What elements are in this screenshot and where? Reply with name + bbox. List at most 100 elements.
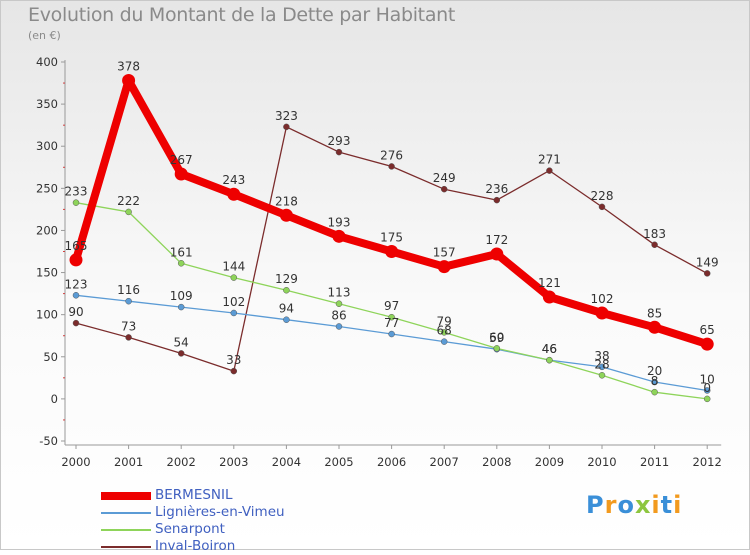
x-tick-label: 2012 <box>693 455 722 469</box>
data-label: 85 <box>647 306 662 320</box>
data-point <box>703 270 711 277</box>
data-point <box>546 167 553 174</box>
data-point <box>335 148 343 156</box>
data-label: 33 <box>226 353 241 367</box>
data-label: 73 <box>121 319 136 333</box>
data-label: 161 <box>170 245 193 259</box>
data-label: 59 <box>489 331 504 345</box>
data-point <box>648 320 662 334</box>
data-point <box>177 260 185 267</box>
data-label: 90 <box>68 305 83 319</box>
logo-letter: i <box>673 491 683 519</box>
data-label: 183 <box>643 227 666 241</box>
data-label: 20 <box>647 364 662 378</box>
data-label: 65 <box>700 323 715 337</box>
y-tick-label: 300 <box>36 139 58 153</box>
x-tick-label: 2000 <box>61 455 90 469</box>
data-label: 97 <box>384 299 399 313</box>
data-label: 79 <box>437 314 452 328</box>
data-point <box>703 395 711 403</box>
logo-letter: o <box>617 491 635 519</box>
x-tick-label: 2001 <box>114 455 143 469</box>
data-point <box>332 229 346 243</box>
data-label: 68 <box>437 324 452 338</box>
logo-letter: i <box>651 491 661 519</box>
data-label: 233 <box>65 185 88 199</box>
data-point <box>493 196 501 204</box>
data-label: 193 <box>328 215 351 229</box>
data-point <box>703 387 711 394</box>
data-point <box>385 245 399 258</box>
data-label: 54 <box>174 335 189 349</box>
data-point <box>283 316 290 323</box>
data-point <box>651 388 658 396</box>
chart-subtitle: (en €) <box>28 29 61 42</box>
logo-letter: t <box>660 491 674 519</box>
data-point <box>72 292 80 299</box>
data-point <box>227 187 241 201</box>
data-point <box>598 372 606 379</box>
data-point <box>125 208 132 216</box>
data-point <box>283 123 290 131</box>
data-label: 175 <box>380 231 403 245</box>
data-label: 228 <box>591 189 614 203</box>
data-point <box>230 367 238 375</box>
data-point <box>388 163 395 170</box>
y-tick-label: 400 <box>36 55 58 69</box>
data-point <box>440 185 448 193</box>
data-point <box>542 290 556 304</box>
data-label: 102 <box>591 292 614 306</box>
x-tick-label: 2009 <box>535 455 564 469</box>
data-point <box>546 356 553 364</box>
data-point <box>493 345 501 352</box>
x-tick-label: 2003 <box>219 455 248 469</box>
data-label: 86 <box>331 308 346 322</box>
data-label: 28 <box>594 357 609 371</box>
y-tick-label: 50 <box>43 350 58 364</box>
data-label: 378 <box>117 60 140 74</box>
legend-label: Lignières-en-Vimeu <box>155 504 285 520</box>
data-label: 38 <box>594 349 609 363</box>
data-label: 149 <box>696 255 719 269</box>
data-point <box>388 313 395 321</box>
y-tick-label: 0 <box>51 392 58 406</box>
legend-label: BERMESNIL <box>155 487 233 503</box>
data-label: 323 <box>275 109 298 123</box>
data-point <box>335 323 343 330</box>
x-tick-label: 2007 <box>430 455 459 469</box>
legend-swatch <box>101 529 151 531</box>
data-point <box>598 203 606 211</box>
chart-title: Evolution du Montant de la Dette par Hab… <box>28 4 456 26</box>
data-point <box>651 378 658 386</box>
logo-letter: x <box>634 491 652 519</box>
data-point <box>440 329 448 336</box>
logo-letter: r <box>604 491 618 519</box>
data-point <box>437 260 451 274</box>
data-label: 116 <box>117 283 140 297</box>
x-tick-label: 2010 <box>587 455 616 469</box>
data-label: 236 <box>485 182 508 196</box>
data-label: 129 <box>275 272 298 286</box>
logo-letter: P <box>586 491 605 519</box>
x-tick-label: 2011 <box>640 455 669 469</box>
data-point <box>125 334 132 341</box>
data-label: 218 <box>275 194 298 208</box>
data-label: 243 <box>222 173 245 187</box>
data-point <box>651 241 658 249</box>
data-label: 121 <box>538 276 561 290</box>
data-point <box>177 303 185 311</box>
legend-label: Senarpont <box>155 521 225 537</box>
data-label: 172 <box>485 233 508 247</box>
data-label: 60 <box>489 330 504 344</box>
data-point <box>122 74 136 88</box>
x-tick-label: 2004 <box>272 455 301 469</box>
data-point <box>440 338 448 345</box>
data-label: 102 <box>222 295 245 309</box>
data-label: 293 <box>328 134 351 148</box>
legend-swatch <box>101 492 151 500</box>
data-point <box>230 274 238 281</box>
data-label: 109 <box>170 289 193 303</box>
data-point <box>279 208 293 222</box>
data-label: 10 <box>700 372 715 386</box>
